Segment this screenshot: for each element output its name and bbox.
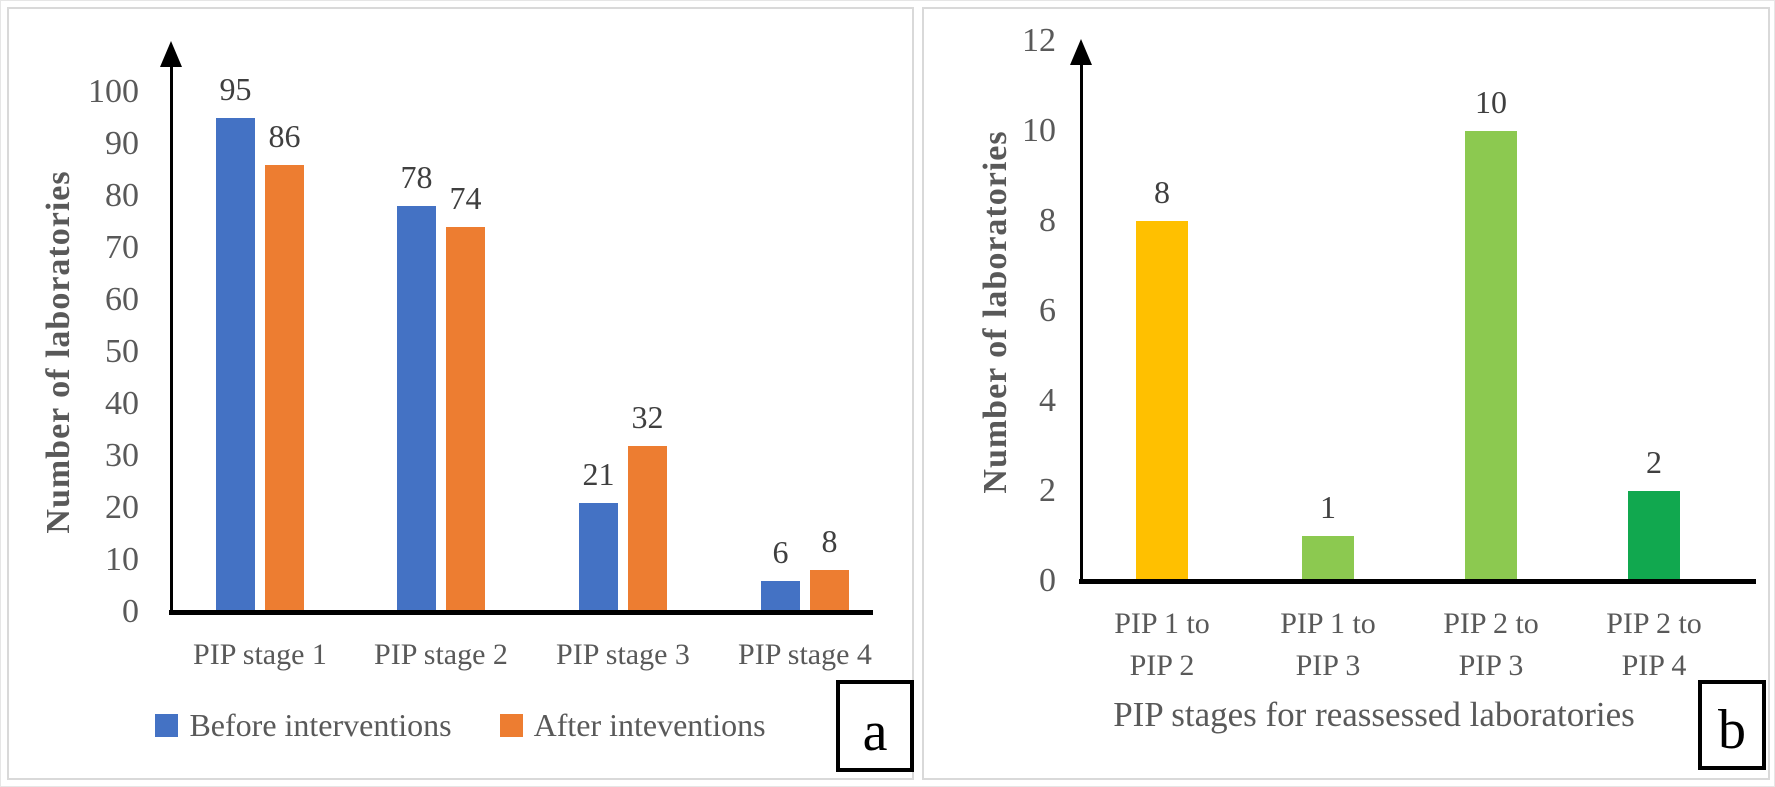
bar-before-interventions — [397, 206, 436, 612]
y-tick-label: 30 — [105, 437, 139, 474]
bar-before-interventions — [761, 580, 800, 612]
panel-b-corner-label: b — [1718, 699, 1746, 762]
legend-label: After inteventions — [533, 707, 766, 743]
bar-value-label: 10 — [1475, 84, 1507, 120]
category-label-line: PIP 2 — [1129, 649, 1195, 682]
panel-b-y-axis-line — [1080, 61, 1083, 581]
category-label-line: PIP 4 — [1621, 649, 1687, 682]
y-tick-label: 0 — [1039, 562, 1056, 599]
y-tick-label: 20 — [105, 489, 139, 526]
panel-b-corner-label-box: b — [1698, 680, 1766, 770]
legend-item: After inteventions — [499, 705, 766, 745]
y-tick-label: 80 — [105, 177, 139, 214]
category-label: PIP stage 4 — [738, 638, 872, 671]
y-tick-label: 70 — [105, 229, 139, 266]
bar-value-label: 32 — [631, 398, 664, 435]
bar-reassessed — [1302, 536, 1354, 581]
legend-item: Before interventions — [155, 705, 452, 745]
legend-swatch-icon — [499, 713, 523, 737]
y-tick-label: 50 — [105, 333, 139, 370]
legend-swatch-icon — [155, 713, 179, 737]
panel-a-y-axis-line — [170, 63, 173, 612]
panel-a-corner-label-box: a — [836, 680, 914, 772]
panel-a: Number of laboratories 0 10 20 30 40 50 60 70 80… — [7, 7, 914, 780]
bar-before-interventions — [579, 502, 618, 612]
y-tick-label: 0 — [122, 593, 139, 630]
bar-reassessed — [1465, 131, 1517, 581]
bar-value-label: 74 — [449, 180, 482, 217]
y-tick-label: 12 — [1022, 22, 1056, 59]
category-label-line: PIP 1 to — [1114, 607, 1210, 640]
y-tick-label: 6 — [1039, 292, 1056, 329]
bar-after-inteventions — [446, 227, 485, 612]
bar-before-interventions — [216, 118, 255, 612]
category-label-line: PIP 2 to — [1606, 607, 1702, 640]
category-label-line: PIP 3 — [1458, 649, 1524, 682]
category-label: PIP 2 to PIP 3 — [1401, 603, 1581, 687]
bar-after-inteventions — [265, 164, 304, 612]
bar-value-label: 6 — [772, 533, 789, 570]
bar-value-label: 86 — [268, 117, 301, 154]
category-label-line: PIP 1 to — [1280, 607, 1376, 640]
panel-a-x-axis-line — [169, 610, 873, 615]
y-tick-label: 10 — [1022, 112, 1056, 149]
bar-reassessed — [1136, 221, 1188, 581]
bar-value-label: 78 — [400, 159, 433, 196]
panel-b-y-axis-arrow-icon — [1070, 39, 1092, 65]
category-label: PIP stage 3 — [556, 638, 690, 671]
legend-label: Before interventions — [189, 707, 452, 743]
panel-b: Number of laboratories 0 2 4 6 8 10 12 8 1 10 2 P… — [922, 7, 1770, 780]
bar-value-label: 8 — [1154, 174, 1170, 210]
panel-a-corner-label: a — [862, 701, 888, 764]
y-tick-label: 4 — [1039, 382, 1056, 419]
category-label-line: PIP 2 to — [1443, 607, 1539, 640]
panel-b-x-axis-line — [1079, 579, 1756, 584]
y-tick-label: 60 — [105, 281, 139, 318]
panel-b-x-axis-title: PIP stages for reassessed laboratories — [1113, 695, 1635, 734]
y-tick-label: 100 — [88, 73, 139, 110]
bar-after-inteventions — [810, 570, 849, 612]
y-tick-label: 2 — [1039, 472, 1056, 509]
y-tick-label: 40 — [105, 385, 139, 422]
bar-value-label: 2 — [1646, 444, 1662, 480]
category-label: PIP stage 1 — [193, 638, 327, 671]
panel-a-y-axis-arrow-icon — [160, 41, 182, 67]
y-tick-label: 90 — [105, 125, 139, 162]
bar-value-label: 95 — [219, 71, 252, 107]
bar-reassessed — [1628, 491, 1680, 581]
category-label-line: PIP 3 — [1295, 649, 1361, 682]
bar-after-inteventions — [628, 445, 667, 612]
bar-value-label: 21 — [582, 455, 615, 492]
bar-value-label: 1 — [1320, 489, 1336, 525]
y-tick-label: 10 — [105, 541, 139, 578]
bar-value-label: 8 — [821, 523, 838, 560]
category-label: PIP 2 to PIP 4 — [1564, 603, 1744, 687]
category-label: PIP stage 2 — [374, 638, 508, 671]
y-tick-label: 8 — [1039, 202, 1056, 239]
category-label: PIP 1 to PIP 3 — [1238, 603, 1418, 687]
category-label: PIP 1 to PIP 2 — [1072, 603, 1252, 687]
panel-a-legend: Before interventions After inteventions — [9, 705, 912, 745]
